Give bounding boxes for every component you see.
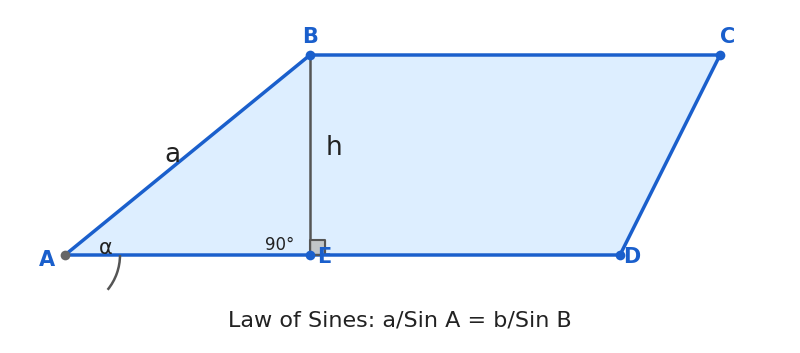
Text: C: C: [720, 27, 736, 47]
Text: E: E: [317, 247, 331, 267]
Polygon shape: [310, 240, 325, 255]
Text: α: α: [99, 238, 113, 258]
Text: h: h: [326, 135, 342, 161]
Text: a: a: [164, 142, 180, 168]
Polygon shape: [65, 55, 720, 255]
Text: D: D: [623, 247, 641, 267]
Text: Law of Sines: a/Sin A = b/Sin B: Law of Sines: a/Sin A = b/Sin B: [228, 310, 572, 330]
Text: 90°: 90°: [266, 236, 294, 254]
Text: A: A: [39, 250, 55, 270]
Text: B: B: [302, 27, 318, 47]
